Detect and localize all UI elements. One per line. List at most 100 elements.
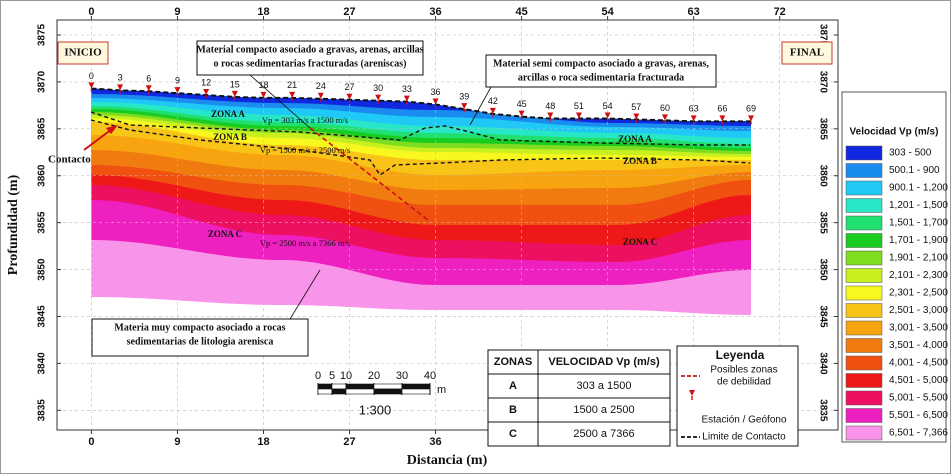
y-tick-label: 3850 xyxy=(37,258,48,281)
table-cell xyxy=(487,421,539,447)
y-tick-label: 3840 xyxy=(817,352,828,375)
x-axis-title: Distancia (m) xyxy=(407,453,488,468)
x-tick-label: 36 xyxy=(429,436,441,448)
y-tick-label: 3835 xyxy=(37,399,48,422)
start-label: INICIO xyxy=(64,47,102,59)
legend-box xyxy=(676,345,799,447)
zone-label: ZONA A xyxy=(618,134,652,144)
station-marker xyxy=(575,112,582,122)
station-marker xyxy=(231,90,238,100)
scale-segment xyxy=(317,383,333,390)
station-label: 39 xyxy=(459,92,469,102)
scale-ratio: 1:300 xyxy=(359,402,392,417)
station-marker xyxy=(346,93,353,103)
colorbar-swatch xyxy=(845,268,883,283)
velocity-label: Vp = 2500 m/s a 7366 m/s xyxy=(260,238,350,248)
annotation-pointer xyxy=(249,74,311,129)
station-marker xyxy=(145,85,152,95)
scale-tick-label: 10 xyxy=(340,370,352,382)
colorbar-label: 1,901 - 2,100 xyxy=(889,253,948,264)
table-cell-text: 2500 a 7366 xyxy=(573,428,634,440)
y-tick-label: 3875 xyxy=(817,24,828,47)
legend-title: Leyenda xyxy=(716,348,765,362)
station-label: 51 xyxy=(574,101,584,111)
scale-tick-label: 0 xyxy=(315,370,321,382)
colorbar-label: 1,701 - 1,900 xyxy=(889,235,948,246)
station-marker xyxy=(748,115,755,125)
station-marker xyxy=(719,115,726,125)
scale-segment xyxy=(401,388,431,395)
station-label: 57 xyxy=(631,102,641,112)
colorbar-swatch xyxy=(845,355,883,371)
x-tick-label: 45 xyxy=(515,6,527,18)
velocity-layers xyxy=(91,88,751,315)
y-tick-label: 3860 xyxy=(37,164,48,187)
annotation-text: Material compacto asociado a gravas, are… xyxy=(196,44,423,55)
contact-arrow-head xyxy=(106,125,118,134)
colorbar-label: 2,101 - 2,300 xyxy=(889,270,948,281)
x-tick-label: 27 xyxy=(343,436,355,448)
colorbar-swatch xyxy=(845,338,883,353)
colorbar-label: 1,201 - 1,500 xyxy=(889,200,948,211)
colorbar-swatch xyxy=(845,390,883,406)
station-marker xyxy=(604,112,611,122)
x-tick-label: 63 xyxy=(688,6,700,18)
table-header: VELOCIDAD Vp (m/s) xyxy=(548,356,660,368)
annotation-box xyxy=(485,54,717,88)
annotation-pointer xyxy=(469,86,492,126)
station-label: 12 xyxy=(201,77,211,87)
station-marker xyxy=(317,92,324,102)
annotation-text: Material semi compacto asociado a gravas… xyxy=(493,58,709,69)
station-marker xyxy=(432,98,439,108)
x-tick-label: 18 xyxy=(257,436,269,448)
zone-label: ZONA C xyxy=(208,229,242,239)
velocity-layer xyxy=(91,88,751,126)
colorbar-swatch xyxy=(845,215,883,231)
station-label: 6 xyxy=(146,74,151,84)
legend-label: Estación / Geófono xyxy=(701,415,786,426)
y-tick-label: 3860 xyxy=(817,165,828,188)
contact-line xyxy=(90,111,750,146)
end-label: FINAL xyxy=(790,47,824,59)
station-label: 48 xyxy=(545,101,555,111)
colorbar-label: 900.1 - 1,200 xyxy=(889,183,948,194)
station-marker xyxy=(461,103,468,113)
colorbar-swatch xyxy=(845,163,883,178)
station-marker xyxy=(633,113,640,123)
station-marker xyxy=(289,91,296,101)
scale-segment xyxy=(373,383,403,390)
station-label: 45 xyxy=(517,99,527,109)
station-label: 15 xyxy=(230,79,240,89)
colorbar-label: 3,001 - 3,500 xyxy=(889,323,948,334)
scale-tick-label: 40 xyxy=(424,370,436,382)
velocity-label: Vp = 303 m/s a 1500 m/s xyxy=(262,115,348,125)
annotation-text: o rocas sedimentarias fracturadas (areni… xyxy=(214,58,407,69)
x-tick-label: 72 xyxy=(774,6,786,18)
y-tick-label: 3875 xyxy=(37,23,48,46)
annotation-text: arcillas o roca sedimentaria fracturada xyxy=(518,72,684,83)
station-label: 63 xyxy=(689,104,699,114)
colorbar-swatch xyxy=(845,373,883,388)
station-label: 60 xyxy=(660,103,670,113)
y-tick-label: 3835 xyxy=(817,399,828,422)
station-marker xyxy=(260,91,267,101)
velocity-label: Vp = 1500 m/s a 2500 m/s xyxy=(260,145,350,155)
station-marker xyxy=(88,82,95,92)
y-tick-label: 3865 xyxy=(37,117,48,140)
legend-station xyxy=(689,390,695,400)
station-label: 9 xyxy=(175,76,180,86)
colorbar-swatch xyxy=(845,145,883,161)
surface-line xyxy=(91,87,752,123)
colorbar-label: 4,501 - 5,000 xyxy=(889,375,948,386)
y-tick-label: 3845 xyxy=(817,305,828,328)
station-label: 33 xyxy=(402,84,412,94)
scale-tick-label: 20 xyxy=(368,370,380,382)
station-label: 42 xyxy=(488,96,498,106)
colorbar-label: 2,501 - 3,000 xyxy=(889,305,948,316)
y-tick-label: 3855 xyxy=(37,211,48,234)
colorbar-swatch xyxy=(845,303,883,318)
colorbar-title: Velocidad Vp (m/s) xyxy=(850,127,939,138)
table-cell xyxy=(487,373,539,399)
colorbar-label: 2,301 - 2,500 xyxy=(889,288,948,299)
